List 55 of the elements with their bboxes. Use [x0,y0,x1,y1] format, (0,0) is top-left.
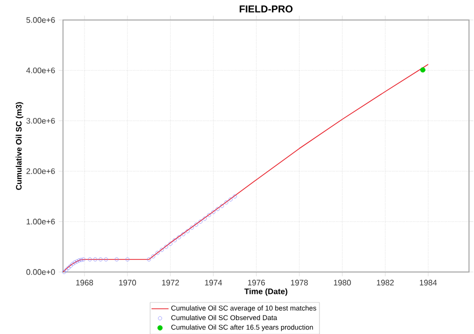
line-series [63,64,429,272]
x-tick-label: 1980 [334,280,351,286]
point [64,268,68,272]
x-tick-label: 1972 [162,280,179,286]
point [177,235,182,240]
point [77,258,82,262]
point [224,200,228,204]
x-tick-label: 1978 [291,280,308,286]
point [93,257,98,262]
y-axis-title: Cumulative Oil SC (m3) [16,102,24,190]
point [220,204,224,208]
x-tick-label: 1974 [205,280,222,286]
x-tick-label: 1970 [119,280,136,286]
point [114,257,119,262]
point [68,264,73,268]
y-tick-label: 1.00e+6 [26,218,55,224]
point [146,257,151,262]
point [216,206,220,211]
point [66,266,70,270]
point [207,212,212,217]
point [228,197,233,202]
point [74,259,79,264]
point [186,229,190,233]
point [156,250,160,255]
x-tick-label: 1976 [248,280,265,286]
x-tick-label: 1984 [420,280,437,286]
chart-title: FIELD-PRO [240,5,293,12]
point [98,257,103,262]
x-axis-title: Time (Date) [244,288,288,296]
point [211,210,216,214]
point [151,254,156,258]
point [190,225,194,230]
x-tick-label: 1968 [76,280,94,286]
point [62,270,66,274]
point [104,257,108,262]
y-tick-label: 0.00e+0 [26,268,55,275]
point [202,216,207,220]
point [198,219,202,224]
point [125,257,130,262]
point [81,257,86,262]
point [168,242,172,246]
point [164,244,168,249]
point [194,222,198,226]
y-tick-label: 2.00e+6 [26,168,55,174]
point [232,194,237,198]
y-tick-label: 4.00e+6 [26,67,55,74]
point [181,232,186,236]
point [420,67,426,72]
x-tick-label: 1982 [376,280,394,286]
y-tick-label: 3.00e+6 [26,118,55,124]
point [70,262,75,266]
y-tick-label: 5.00e+6 [26,17,55,23]
point [172,238,177,242]
point [160,248,164,252]
point [88,257,92,262]
